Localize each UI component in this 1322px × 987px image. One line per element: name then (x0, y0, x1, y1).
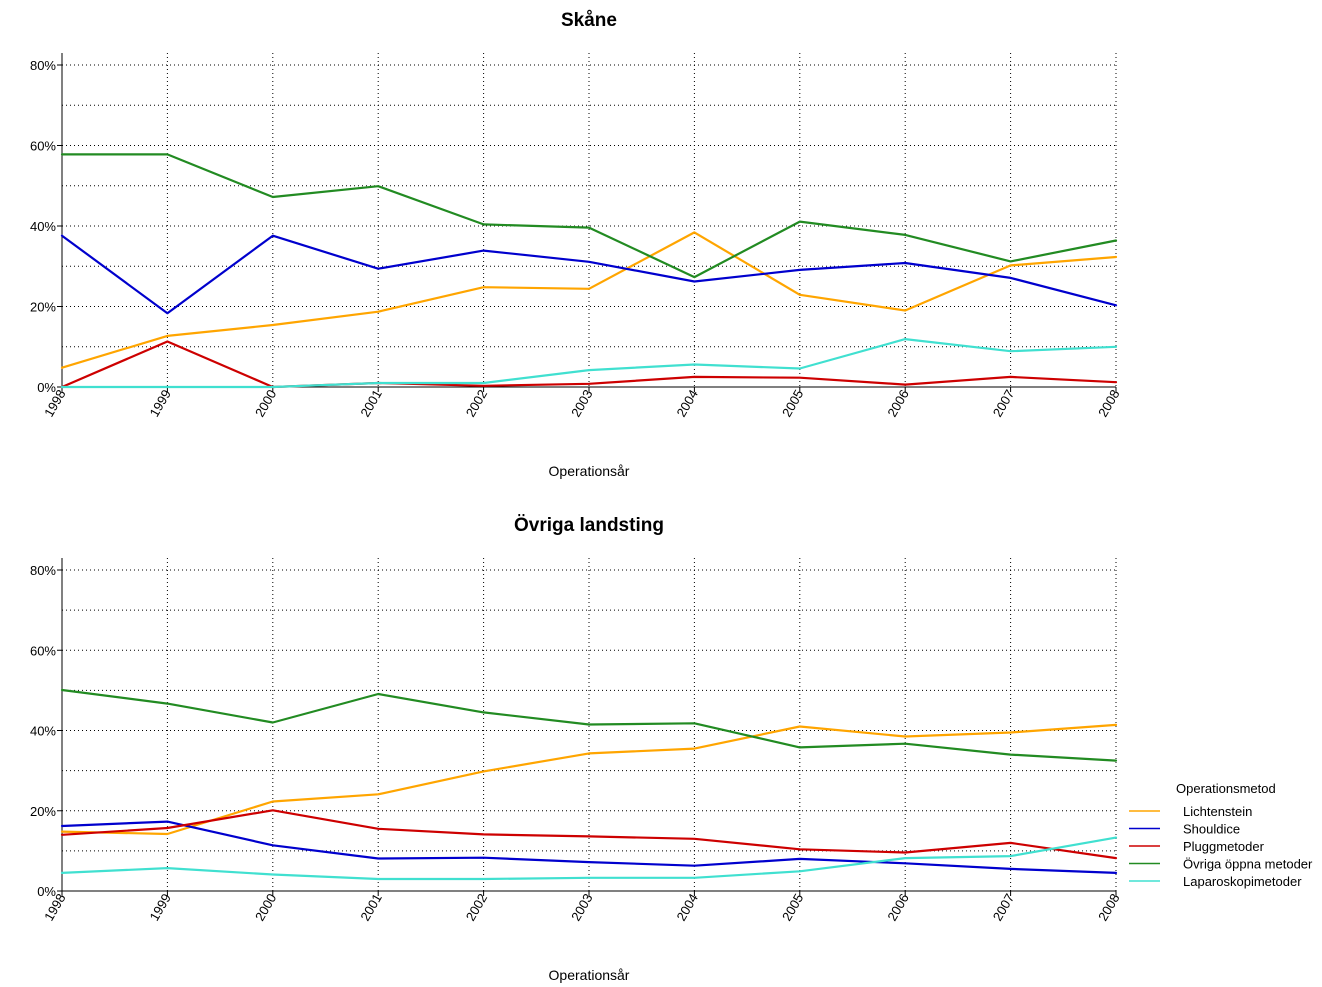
series-line-laparoskopimetoder (60, 338, 1118, 389)
x-tick-label: 2008 (1095, 891, 1122, 924)
legend-item-ovriga-oppna-metoder: Övriga öppna metoder (1183, 857, 1313, 872)
x-tick-label: 1999 (147, 387, 174, 420)
x-tick-label: 2003 (568, 387, 595, 420)
x-tick-label: 2002 (463, 387, 490, 420)
panel-title: Skåne (561, 10, 617, 31)
panel-skane: Skåne Operationsår 0%20%40%60%80%1998 199… (30, 10, 1123, 479)
x-axis-label: Operationsår (549, 463, 630, 479)
x-tick-label: 2004 (674, 891, 701, 924)
series-line-lichtenstein (60, 723, 1118, 836)
x-tick-label: 2001 (357, 891, 384, 924)
legend-title: Operationsmetod (1176, 781, 1276, 796)
x-tick-label: 2006 (884, 891, 911, 924)
y-tick-label: 20% (30, 804, 56, 819)
x-axis-label: Operationsår (549, 967, 630, 983)
y-tick-label: 40% (30, 724, 56, 739)
x-tick-label: 1999 (147, 891, 174, 924)
x-tick-label: 2006 (884, 387, 911, 420)
x-tick-label: 2005 (779, 891, 806, 924)
x-tick-label: 2000 (252, 891, 279, 924)
y-tick-label: 60% (30, 139, 56, 154)
legend-item-pluggmetoder: Pluggmetoder (1183, 839, 1265, 854)
x-tick-label: 2003 (568, 891, 595, 924)
x-tick-label: 2001 (357, 387, 384, 420)
x-tick-label: 2000 (252, 387, 279, 420)
panel-title: Övriga landsting (514, 515, 664, 536)
x-tick-label: 2007 (990, 387, 1017, 420)
y-tick-label: 20% (30, 300, 56, 315)
y-tick-label: 0% (37, 884, 56, 899)
x-tick-label: 2002 (463, 891, 490, 924)
x-tick-label: 2007 (990, 891, 1017, 924)
legend-item-laparoskopimetoder: Laparoskopimetoder (1183, 874, 1302, 889)
y-tick-label: 60% (30, 643, 56, 658)
series-line-pluggmetoder (60, 809, 1118, 860)
legend-item-lichtenstein: Lichtenstein (1183, 804, 1252, 819)
y-tick-label: 0% (37, 380, 56, 395)
y-tick-label: 40% (30, 219, 56, 234)
legend-item-shouldice: Shouldice (1183, 822, 1240, 837)
x-tick-label: 2005 (779, 387, 806, 420)
series-line-ovriga-oppna-metoder (60, 688, 1118, 762)
legend: Operationsmetod Lichtenstein Shouldice Plu… (1129, 781, 1313, 889)
series-line-ovriga-oppna-metoder (60, 153, 1118, 279)
series-line-laparoskopimetoder (60, 836, 1118, 881)
series-line-pluggmetoder (60, 340, 1118, 389)
y-tick-label: 80% (30, 58, 56, 73)
panel-ovriga-landsting: Övriga landsting Operationsår 0% 20% 40% 60… (30, 515, 1123, 983)
x-tick-label: 2008 (1095, 387, 1122, 420)
series-line-lichtenstein (60, 231, 1118, 369)
series-line-shouldice (60, 820, 1118, 875)
series-line-shouldice (60, 234, 1118, 315)
x-tick-label: 2004 (674, 387, 701, 420)
y-tick-label: 80% (30, 563, 56, 578)
